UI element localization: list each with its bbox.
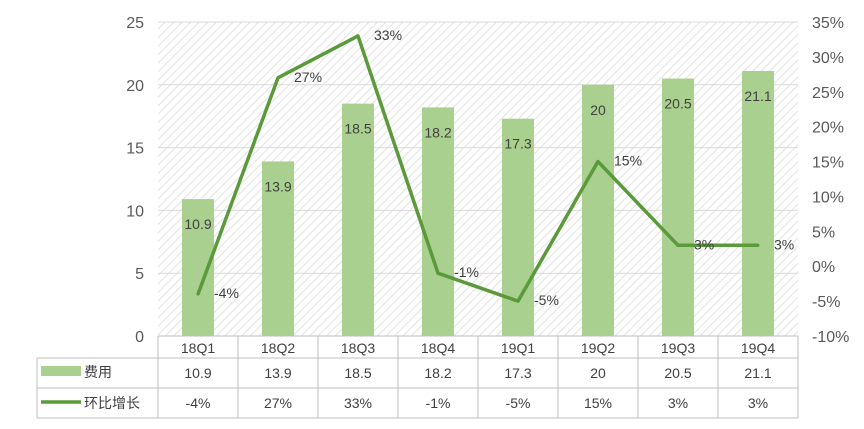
table-cell-growth: 3% <box>668 395 688 411</box>
growth-point-19Q3 <box>676 243 680 247</box>
table-cell-growth: 33% <box>344 395 372 411</box>
y-right-tick-label: 10% <box>812 189 844 206</box>
growth-value-label: 33% <box>374 27 402 43</box>
table-cell-cost: 17.3 <box>504 365 531 381</box>
y-right-tick-label: -5% <box>812 294 840 311</box>
x-tick-label: 19Q3 <box>661 340 695 356</box>
y-right-tick-label: 30% <box>812 50 844 67</box>
bar-18Q4 <box>422 107 454 337</box>
table-cell-growth: 3% <box>748 395 768 411</box>
bar-18Q3 <box>342 103 374 336</box>
y-left-tick-label: 20 <box>126 78 144 95</box>
bar-value-label: 21.1 <box>744 88 771 104</box>
x-tick-label: 19Q2 <box>581 340 615 356</box>
table-cell-cost: 21.1 <box>744 365 771 381</box>
bar-value-label: 18.5 <box>344 121 371 137</box>
growth-point-18Q3 <box>356 34 360 38</box>
table-cell-growth: -4% <box>186 395 211 411</box>
x-tick-label: 19Q4 <box>741 340 775 356</box>
bar-value-label: 20 <box>590 102 606 118</box>
table-cell-cost: 10.9 <box>184 365 211 381</box>
table-cell-growth: -5% <box>506 395 531 411</box>
bar-19Q4 <box>742 70 774 336</box>
bar-value-label: 10.9 <box>184 216 211 232</box>
bar-value-label: 17.3 <box>504 136 531 152</box>
bar-value-label: 13.9 <box>264 178 291 194</box>
y-right-tick-label: -10% <box>812 329 849 346</box>
growth-value-label: 27% <box>294 69 322 85</box>
y-right-tick-label: 20% <box>812 120 844 137</box>
growth-point-18Q2 <box>276 76 280 80</box>
growth-value-label: 3% <box>694 236 714 252</box>
y-right-tick-label: 5% <box>812 224 835 241</box>
y-left-tick-label: 25 <box>126 15 144 32</box>
bar-series <box>182 70 774 337</box>
table-cell-cost: 18.5 <box>344 365 371 381</box>
x-tick-label: 19Q1 <box>501 340 535 356</box>
table-cell-cost: 20 <box>590 365 606 381</box>
y-left-tick-label: 10 <box>126 203 144 220</box>
legend-swatch-bar <box>41 366 81 376</box>
line-series <box>196 34 760 303</box>
legend-label-bar: 费用 <box>84 364 112 380</box>
x-tick-label: 18Q3 <box>341 340 375 356</box>
growth-value-label: 3% <box>774 236 794 252</box>
data-labels: 10.9 13.9 18.5 18.2 17.3 20 20.5 21.1 -4% 27% 33% -… <box>184 27 794 308</box>
y-left-tick-label: 5 <box>135 266 144 283</box>
y-left-tick-label: 0 <box>135 329 144 346</box>
y-right-tick-label: 25% <box>812 85 844 102</box>
growth-value-label: -1% <box>454 264 479 280</box>
x-tick-label: 18Q1 <box>181 340 215 356</box>
table-cell-growth: 15% <box>584 395 612 411</box>
growth-value-label: -4% <box>214 285 239 301</box>
table-cell-cost: 18.2 <box>424 365 451 381</box>
y-right-tick-label: 0% <box>812 259 835 276</box>
growth-point-19Q2 <box>596 160 600 164</box>
x-tick-label: 18Q4 <box>421 340 455 356</box>
growth-line <box>196 34 758 303</box>
bar-19Q3 <box>662 78 694 337</box>
growth-value-label: -5% <box>534 292 559 308</box>
growth-point-18Q4 <box>436 271 440 275</box>
bar-value-label: 20.5 <box>664 96 691 112</box>
table-cell-cost: 20.5 <box>664 365 691 381</box>
legend-label-line: 环比增长 <box>84 395 140 411</box>
growth-point-19Q4 <box>756 243 760 247</box>
bar-value-label: 18.2 <box>424 124 451 140</box>
axes: 0 5 10 15 20 25 -10% -5% 0% 5% 10% 15% 20% 25% 30% 35% <box>126 15 849 346</box>
y-left-tick-label: 15 <box>126 141 144 158</box>
y-right-tick-label: 15% <box>812 155 844 172</box>
table-cell-growth: 27% <box>264 395 292 411</box>
table-cell-growth: -1% <box>426 395 451 411</box>
bar-18Q2 <box>262 161 294 336</box>
y-right-tick-label: 35% <box>812 15 844 32</box>
table-cell-cost: 13.9 <box>264 365 291 381</box>
growth-value-label: 15% <box>614 153 642 169</box>
x-tick-label: 18Q2 <box>261 340 295 356</box>
growth-point-18Q1 <box>196 292 200 296</box>
growth-point-19Q1 <box>516 299 520 303</box>
bar-19Q2 <box>582 84 614 336</box>
